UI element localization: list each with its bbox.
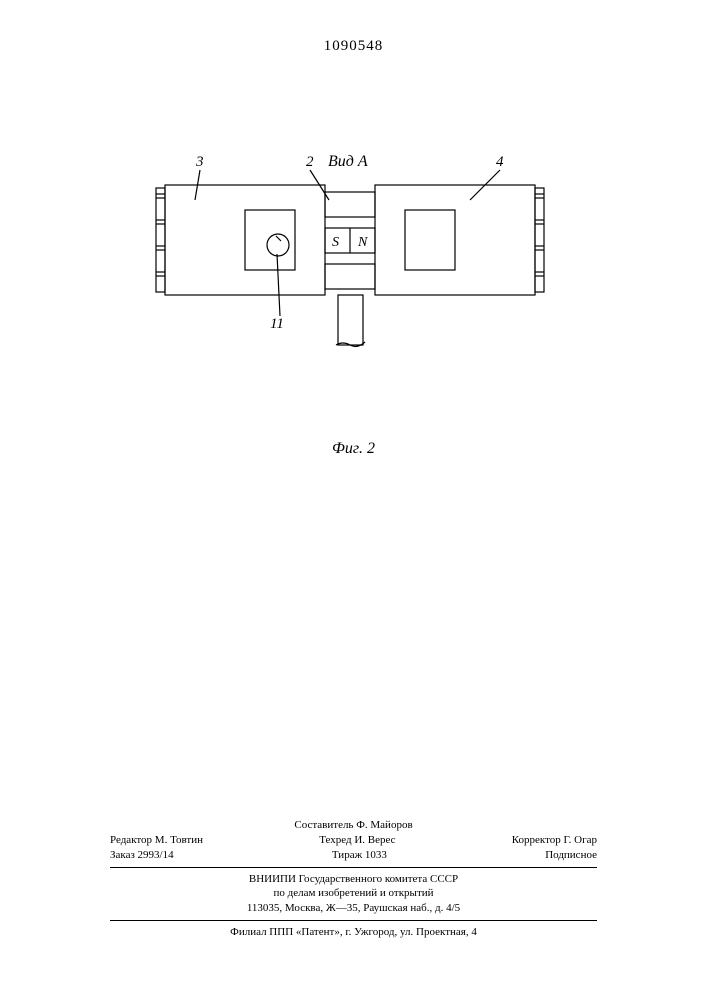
figure-caption: Фиг. 2	[0, 440, 707, 458]
colophon-compiler: Составитель Ф. Майоров	[110, 818, 597, 833]
figure-2-diagram: SNВид A32411 Фиг. 2	[0, 130, 707, 390]
svg-text:4: 4	[496, 154, 504, 170]
colophon-rule-2	[110, 920, 597, 921]
colophon-rule-1	[110, 867, 597, 868]
colophon-order: Заказ 2993/14	[110, 848, 174, 863]
colophon-corrector: Корректор Г. Огар	[512, 833, 597, 848]
colophon-editor: Редактор М. Товтин	[110, 833, 203, 848]
colophon-org-1: ВНИИПИ Государственного комитета СССР	[110, 872, 597, 887]
colophon-techred: Техред И. Верес	[319, 833, 395, 848]
svg-text:2: 2	[306, 154, 314, 170]
colophon-org-2: по делам изобретений и открытий	[110, 886, 597, 901]
colophon-tirage: Тираж 1033	[332, 848, 387, 863]
colophon-block: Составитель Ф. Майоров Редактор М. Товти…	[110, 818, 597, 940]
svg-text:11: 11	[270, 316, 284, 332]
colophon-row-print: Заказ 2993/14 Тираж 1033 Подписное	[110, 848, 597, 863]
svg-text:S: S	[332, 235, 339, 250]
colophon-row-credits: Редактор М. Товтин Техред И. Верес Корре…	[110, 833, 597, 848]
svg-text:Вид A: Вид A	[328, 153, 368, 170]
svg-text:N: N	[357, 235, 368, 250]
figure-svg: S N Вид A 3 2 4 11	[0, 130, 707, 400]
document-number: 1090548	[0, 38, 707, 55]
colophon-sub: Подписное	[545, 848, 597, 863]
colophon-branch: Филиал ППП «Патент», г. Ужгород, ул. Про…	[110, 925, 597, 940]
colophon-addr: 113035, Москва, Ж—35, Раушская наб., д. …	[110, 901, 597, 916]
svg-text:3: 3	[195, 154, 204, 170]
